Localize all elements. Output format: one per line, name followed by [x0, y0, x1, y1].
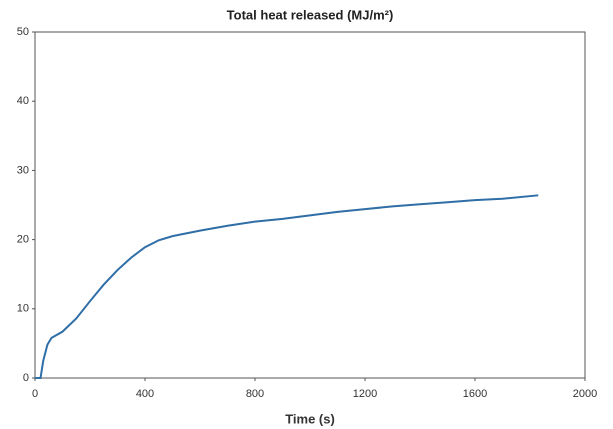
data-line	[35, 194, 539, 379]
x-tick-label: 2000	[573, 388, 597, 400]
chart-title: Total heat released (MJ/m²)	[227, 7, 394, 22]
x-tick-label: 1600	[463, 388, 487, 400]
y-tick-label: 20	[17, 234, 29, 246]
x-tick-label: 800	[246, 388, 264, 400]
x-axis-label: Time (s)	[285, 411, 335, 426]
x-tick-label: 1200	[353, 388, 377, 400]
y-tick-label: 30	[17, 164, 29, 176]
y-tick-label: 0	[23, 372, 29, 384]
y-tick-label: 40	[17, 95, 29, 107]
plot-frame	[34, 31, 586, 379]
y-tick-label: 50	[17, 26, 29, 38]
y-tick-label: 10	[17, 303, 29, 315]
x-tick-label: 400	[136, 388, 154, 400]
x-tick-label: 0	[32, 388, 38, 400]
